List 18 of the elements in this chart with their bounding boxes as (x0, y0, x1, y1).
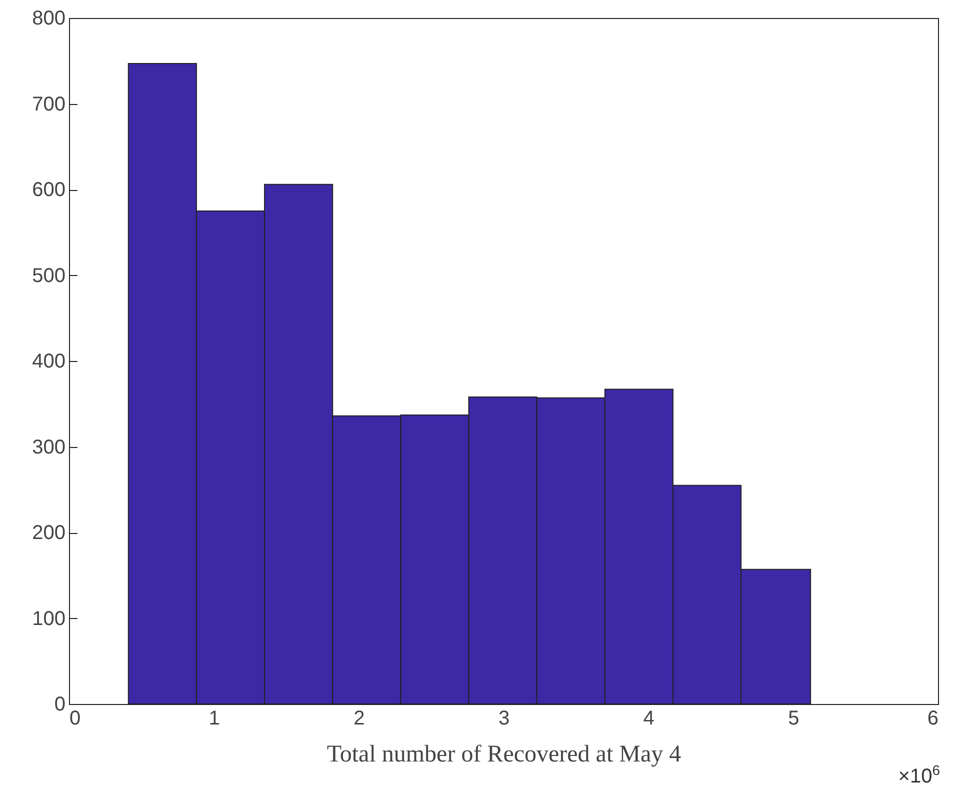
x-tick-label: 3 (498, 708, 510, 730)
y-tick-label: 100 (32, 608, 66, 630)
y-tick-label: 400 (32, 350, 66, 372)
x-axis-title: Total number of Recovered at May 4 (326, 742, 682, 768)
y-tick-label: 200 (32, 522, 66, 544)
y-tick-label: 700 (32, 93, 66, 116)
x-tick-label: 6 (927, 708, 938, 730)
y-tick-label: 0 (54, 694, 66, 716)
x-tick-label: 5 (788, 708, 800, 730)
y-tick-label: 600 (32, 179, 66, 201)
x-tick-label: 4 (643, 708, 654, 730)
text: ×10$^{6}$ (898, 762, 940, 788)
y-tick-label: 500 (32, 264, 66, 287)
x-tick-label: 0 (70, 708, 81, 730)
y-tick-label: 300 (32, 436, 66, 458)
x-tick-label: 1 (208, 708, 220, 730)
x-tick-label: 2 (354, 708, 365, 730)
y-tick-label: 800 (32, 8, 66, 30)
